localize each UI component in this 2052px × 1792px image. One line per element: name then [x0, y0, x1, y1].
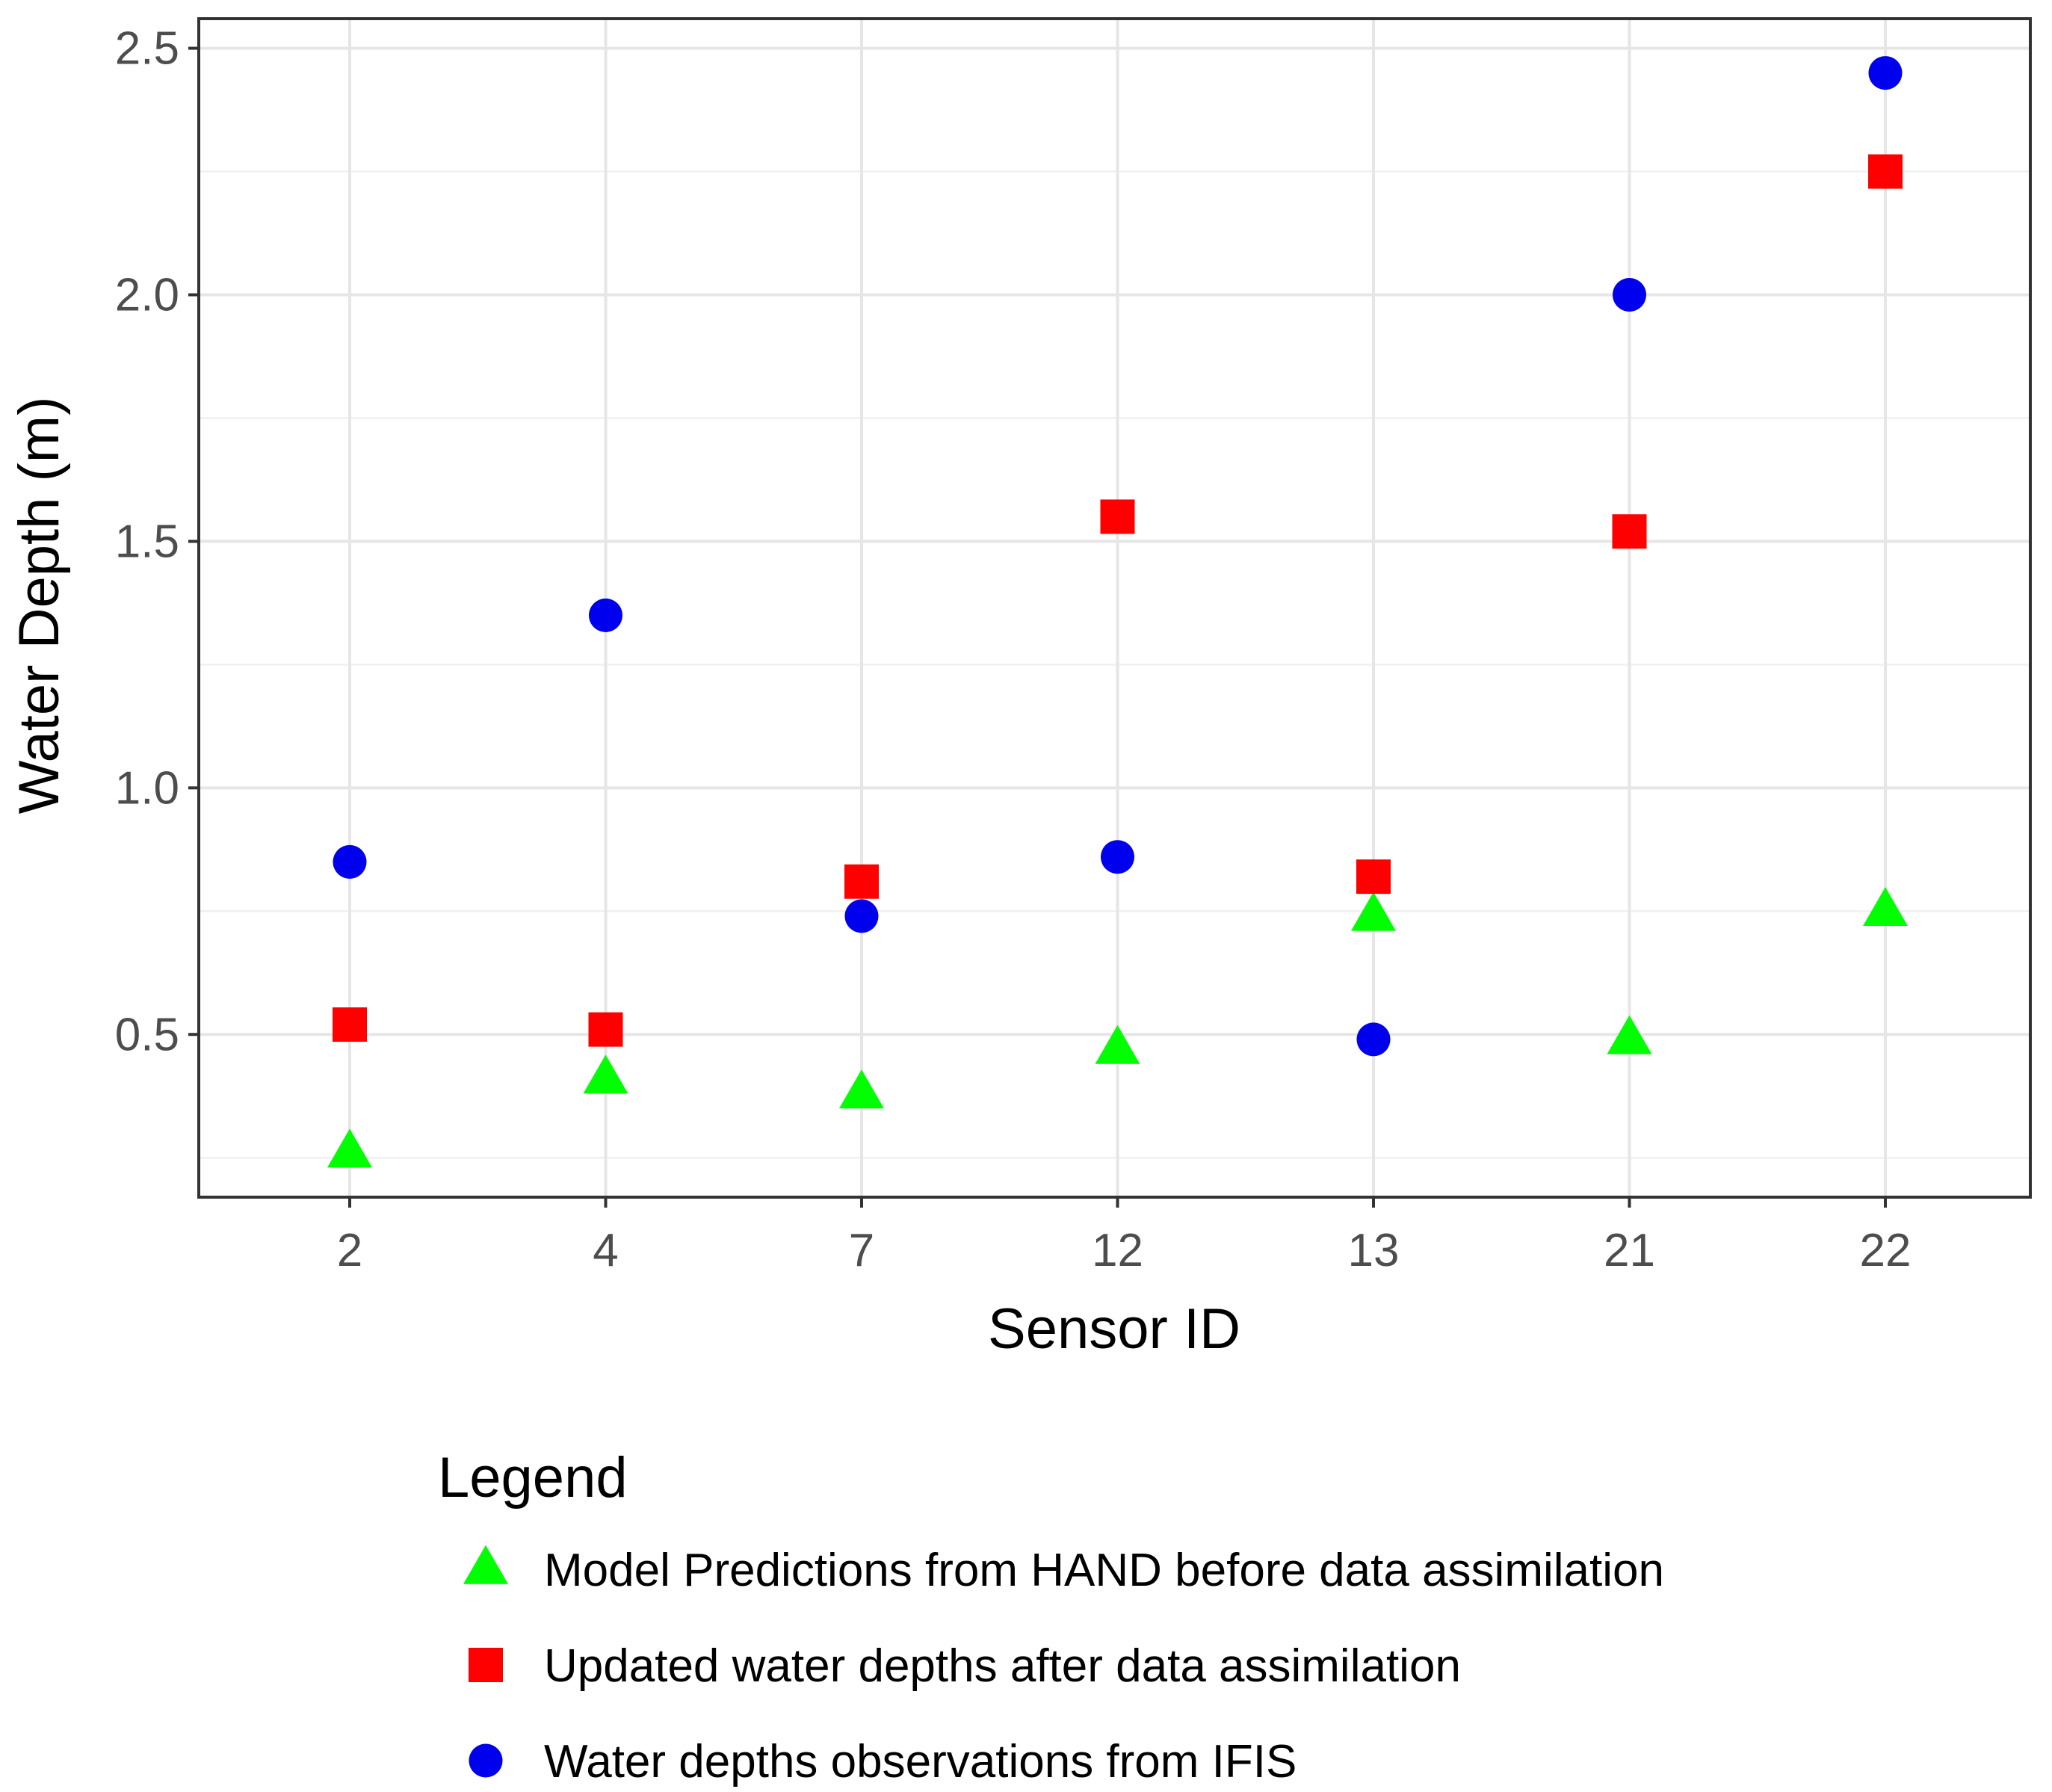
updated-depth-point [1100, 499, 1135, 534]
x-tick-label: 7 [849, 1225, 874, 1276]
updated-depth-point [844, 864, 879, 899]
ifis-observation-point [1868, 56, 1903, 90]
x-tick-label: 13 [1348, 1225, 1400, 1276]
x-tick-label: 22 [1860, 1225, 1912, 1276]
ifis-observation-point [1356, 1022, 1391, 1057]
legend-label: Model Predictions from HAND before data … [544, 1545, 1664, 1596]
hand-prediction-point [1351, 892, 1396, 931]
updated-depth-point [333, 1007, 367, 1042]
ifis-observation-point [1613, 278, 1646, 312]
legend-label: Updated water depths after data assimila… [544, 1640, 1461, 1692]
legend-key-triangle [463, 1545, 508, 1584]
legend-key-circle [469, 1743, 503, 1778]
axis-layer: 0.5 1.0 1.5 2.0 2.5 2 4 7 12 13 21 22 [115, 23, 1912, 1276]
hand-prediction-point [1095, 1025, 1140, 1064]
x-axis-title: Sensor ID [988, 1297, 1240, 1361]
updated-depth-point [1612, 514, 1647, 549]
y-tick-label: 1.0 [115, 762, 179, 814]
hand-prediction-point [1607, 1015, 1652, 1054]
points-layer [327, 56, 1908, 1168]
updated-depth-point [588, 1012, 623, 1047]
ifis-observation-point [1101, 840, 1134, 874]
ifis-observation-point [333, 844, 367, 879]
y-tick-label: 0.5 [115, 1009, 179, 1060]
ifis-observation-point [589, 598, 622, 632]
hand-prediction-point [1863, 887, 1908, 927]
hand-prediction-point [327, 1128, 372, 1168]
updated-depth-point [1868, 154, 1903, 189]
x-tick-label: 2 [337, 1225, 362, 1276]
ifis-observation-point [844, 899, 879, 933]
x-tick-label: 4 [593, 1225, 618, 1276]
updated-depth-point [1356, 859, 1391, 895]
legend-key-square [469, 1648, 503, 1682]
legend-items: Model Predictions from HAND before data … [463, 1545, 1664, 1788]
x-tick-label: 21 [1604, 1225, 1655, 1276]
hand-prediction-point [583, 1054, 628, 1094]
legend: Legend Model Predictions from HAND befor… [438, 1446, 1664, 1788]
hand-prediction-point [839, 1069, 884, 1109]
y-tick-label: 1.5 [115, 516, 179, 567]
legend-title: Legend [438, 1446, 628, 1510]
panel-border [197, 17, 2032, 1199]
y-tick-label: 2.0 [115, 270, 179, 321]
x-tick-label: 12 [1092, 1225, 1143, 1276]
y-tick-label: 2.5 [115, 23, 179, 75]
legend-label: Water depths observations from IFIS [544, 1736, 1297, 1788]
y-axis-title: Water Depth (m) [7, 397, 71, 815]
